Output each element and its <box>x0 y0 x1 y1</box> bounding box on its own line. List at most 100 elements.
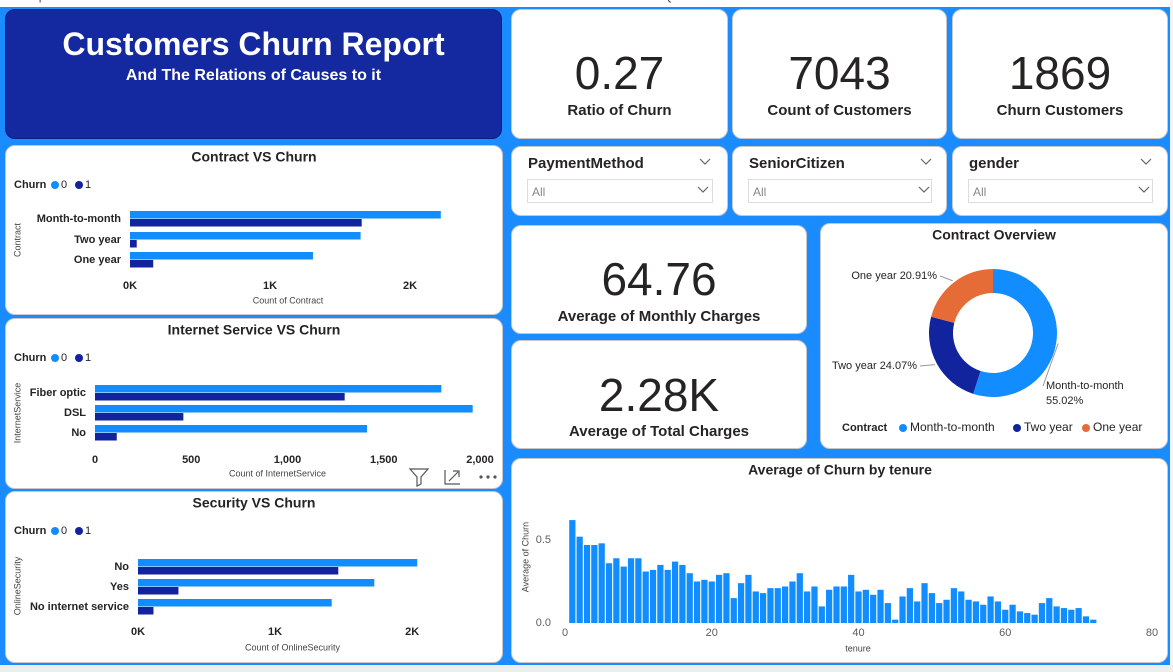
ribbon-group: Queries <box>664 0 703 3</box>
legend-label: 0 <box>61 525 67 537</box>
bar <box>591 544 598 623</box>
kpi-card: 7043 Count of Customers <box>732 9 947 139</box>
slicer-chevrons <box>697 158 1152 193</box>
header-panel: Customers Churn Report And The Relations… <box>5 9 502 139</box>
data-label-category: One year <box>851 270 897 282</box>
bar <box>569 520 576 623</box>
ribbon-group: Data <box>370 0 393 3</box>
x-tick-label: 0 <box>92 454 98 466</box>
bar <box>620 566 627 623</box>
bar <box>613 558 620 623</box>
bar <box>1082 616 1090 623</box>
data-label: Month-to-month 55.02% <box>1046 380 1124 407</box>
category-label: Two year <box>74 234 122 246</box>
x-tick-label: 0 <box>562 627 568 639</box>
bar <box>1053 606 1060 623</box>
category-label: No <box>114 561 129 573</box>
bar <box>1002 609 1009 623</box>
bar <box>130 252 313 260</box>
slicer-field: gender <box>969 155 1020 172</box>
bar <box>715 574 723 623</box>
legend-label: 1 <box>85 179 91 191</box>
data-label: One year 20.91% <box>851 270 937 282</box>
x-tick-label: 2,000 <box>466 454 494 466</box>
bar <box>965 599 972 623</box>
kpi-card: 2.28K Average of Total Charges <box>511 340 807 449</box>
bar <box>635 558 642 623</box>
bar <box>811 586 818 623</box>
x-tick-label: 80 <box>1146 627 1158 639</box>
chart-title: Internet Service VS Churn <box>168 322 341 338</box>
bar <box>1060 608 1068 623</box>
bar <box>138 579 375 587</box>
bar <box>972 601 980 623</box>
bar <box>679 564 686 623</box>
data-label-value: 24.07% <box>880 360 918 372</box>
bar <box>605 563 613 623</box>
x-axis-label: Count of InternetService <box>229 468 326 478</box>
bar <box>701 579 708 623</box>
legend-title: Churn <box>14 179 47 191</box>
slicer[interactable]: PaymentMethod All <box>511 146 728 216</box>
y-axis-label: OnlineSecurity <box>12 556 22 615</box>
slicer-selection: All <box>532 185 546 199</box>
legend-marker <box>51 527 59 535</box>
legend-marker <box>75 354 83 362</box>
bar <box>130 232 361 240</box>
slicer-selection: All <box>753 185 767 199</box>
legend-label: 0 <box>61 179 67 191</box>
bar <box>138 599 332 607</box>
legend-marker <box>51 181 59 189</box>
category-label: Yes <box>110 581 129 593</box>
bar <box>884 603 891 623</box>
slicer-dropdown[interactable]: All <box>968 179 1153 203</box>
legend-marker <box>899 424 907 432</box>
bar <box>730 598 737 623</box>
kpi-label: Average of Monthly Charges <box>557 308 761 325</box>
x-axis-label: Count of Contract <box>253 295 324 305</box>
kpi-label: Ratio of Churn <box>567 102 672 119</box>
slicer-selection: All <box>973 185 987 199</box>
visual-header-icons[interactable] <box>408 468 497 487</box>
chart-panel <box>511 458 1168 663</box>
category-label: No internet service <box>30 601 129 613</box>
legend-title: Contract <box>842 422 888 434</box>
slicer-dropdown[interactable]: All <box>527 179 713 203</box>
legend-marker <box>75 527 83 535</box>
x-tick-label: 0K <box>131 626 145 638</box>
bar <box>1075 608 1082 623</box>
x-tick-label: 1,500 <box>370 454 398 466</box>
legend-label: Month-to-month <box>910 420 995 434</box>
kpi-label: Churn Customers <box>996 102 1124 119</box>
slicer-dropdown[interactable]: All <box>748 179 932 203</box>
bar <box>130 211 441 219</box>
bar <box>649 569 657 623</box>
kpi-value: 2.28K <box>598 369 720 421</box>
x-tick-label: 40 <box>852 627 864 639</box>
bar <box>95 433 117 441</box>
category-label: Month-to-month <box>37 213 122 225</box>
chart-panel <box>5 318 503 489</box>
bar <box>1038 603 1046 623</box>
bar <box>1046 598 1053 623</box>
bar <box>583 544 591 623</box>
leader-line <box>1042 343 1059 387</box>
bar <box>877 589 884 623</box>
ribbon-group: Insert <box>862 0 890 3</box>
bar <box>95 405 473 413</box>
bar <box>899 596 906 623</box>
bar <box>759 593 767 623</box>
status-bar <box>0 665 1173 672</box>
x-axis-label: Count of OnlineSecurity <box>245 642 341 652</box>
bar <box>848 574 855 623</box>
slicer-field: SeniorCitizen <box>749 155 845 172</box>
kpi-value: 64.76 <box>601 253 717 305</box>
legend-marker <box>51 354 59 362</box>
slicer[interactable]: gender All <box>952 146 1168 216</box>
report-subtitle: And The Relations of Causes to it <box>125 67 382 84</box>
slicer[interactable]: SeniorCitizen All <box>732 146 947 216</box>
x-tick-label: 20 <box>706 627 718 639</box>
chart-title: Contract Overview <box>932 227 1056 243</box>
kpi-label: Count of Customers <box>767 102 912 119</box>
bar <box>745 574 752 623</box>
